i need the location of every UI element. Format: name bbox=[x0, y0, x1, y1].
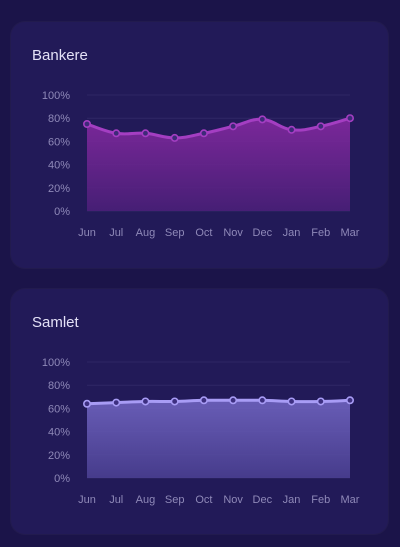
bankere-area-chart: 0% 20% 40% 60% 80% 100% Jun Jul Aug Sep Oct Nov Dec J… bbox=[42, 90, 360, 239]
data-point bbox=[258, 115, 267, 124]
y-tick-label: 0% bbox=[54, 206, 70, 218]
chart-card-bankere: Bankere 0% 20% 40% 60% 80% 100% Jun Jul Aug Sep Oc… bbox=[11, 22, 388, 268]
y-tick-label: 100% bbox=[42, 90, 70, 102]
y-tick-label: 80% bbox=[48, 113, 70, 125]
data-point bbox=[199, 396, 208, 405]
y-tick-label: 40% bbox=[48, 427, 70, 439]
y-tick-label: 40% bbox=[48, 160, 70, 172]
data-point bbox=[229, 396, 238, 405]
data-point bbox=[170, 133, 179, 142]
series-line bbox=[85, 116, 352, 140]
x-tick-label: Dec bbox=[253, 227, 273, 239]
x-tick-label: Mar bbox=[341, 227, 360, 239]
x-tick-label: Oct bbox=[195, 494, 212, 506]
x-tick-label: Jun bbox=[78, 494, 96, 506]
x-tick-label: Jan bbox=[283, 494, 301, 506]
data-point bbox=[83, 399, 92, 408]
x-tick-label: Jun bbox=[78, 227, 96, 239]
data-point bbox=[112, 129, 121, 138]
data-point bbox=[258, 396, 267, 405]
y-tick-label: 20% bbox=[48, 183, 70, 195]
data-point bbox=[345, 396, 354, 405]
y-tick-label: 20% bbox=[48, 450, 70, 462]
data-point bbox=[170, 397, 179, 406]
y-tick-label: 100% bbox=[42, 357, 70, 369]
y-tick-label: 60% bbox=[48, 403, 70, 415]
data-point bbox=[141, 129, 150, 138]
x-tick-label: Dec bbox=[253, 494, 273, 506]
y-tick-label: 80% bbox=[48, 380, 70, 392]
data-point bbox=[112, 398, 121, 407]
x-tick-label: Nov bbox=[223, 227, 243, 239]
data-point bbox=[287, 125, 296, 134]
data-point bbox=[83, 120, 92, 129]
y-tick-label: 60% bbox=[48, 136, 70, 148]
data-point bbox=[316, 397, 325, 406]
series-area bbox=[87, 118, 350, 211]
x-tick-label: Feb bbox=[311, 494, 330, 506]
samlet-area-chart: 0% 20% 40% 60% 80% 100% Jun Jul Aug Sep Oct Nov Dec J… bbox=[42, 357, 360, 506]
x-tick-label: Mar bbox=[341, 494, 360, 506]
x-tick-label: Aug bbox=[136, 227, 156, 239]
x-tick-label: Jul bbox=[109, 227, 123, 239]
x-tick-label: Nov bbox=[223, 494, 243, 506]
x-tick-label: Sep bbox=[165, 227, 185, 239]
series-line bbox=[85, 398, 352, 406]
data-point bbox=[199, 129, 208, 138]
x-tick-label: Oct bbox=[195, 227, 212, 239]
y-tick-label: 0% bbox=[54, 473, 70, 485]
x-tick-label: Sep bbox=[165, 494, 185, 506]
data-point bbox=[141, 397, 150, 406]
data-point bbox=[287, 397, 296, 406]
data-point bbox=[316, 122, 325, 131]
chart-card-samlet: Samlet 0% 20% 40% 60% 80% 100% Jun Jul Aug Sep Oct… bbox=[11, 289, 388, 534]
chart-title: Samlet bbox=[32, 314, 79, 331]
data-point bbox=[229, 122, 238, 131]
x-tick-label: Jul bbox=[109, 494, 123, 506]
x-tick-label: Aug bbox=[136, 494, 156, 506]
chart-title: Bankere bbox=[32, 47, 88, 64]
data-point bbox=[345, 114, 354, 123]
series-area bbox=[87, 400, 350, 478]
x-tick-label: Feb bbox=[311, 227, 330, 239]
x-tick-label: Jan bbox=[283, 227, 301, 239]
